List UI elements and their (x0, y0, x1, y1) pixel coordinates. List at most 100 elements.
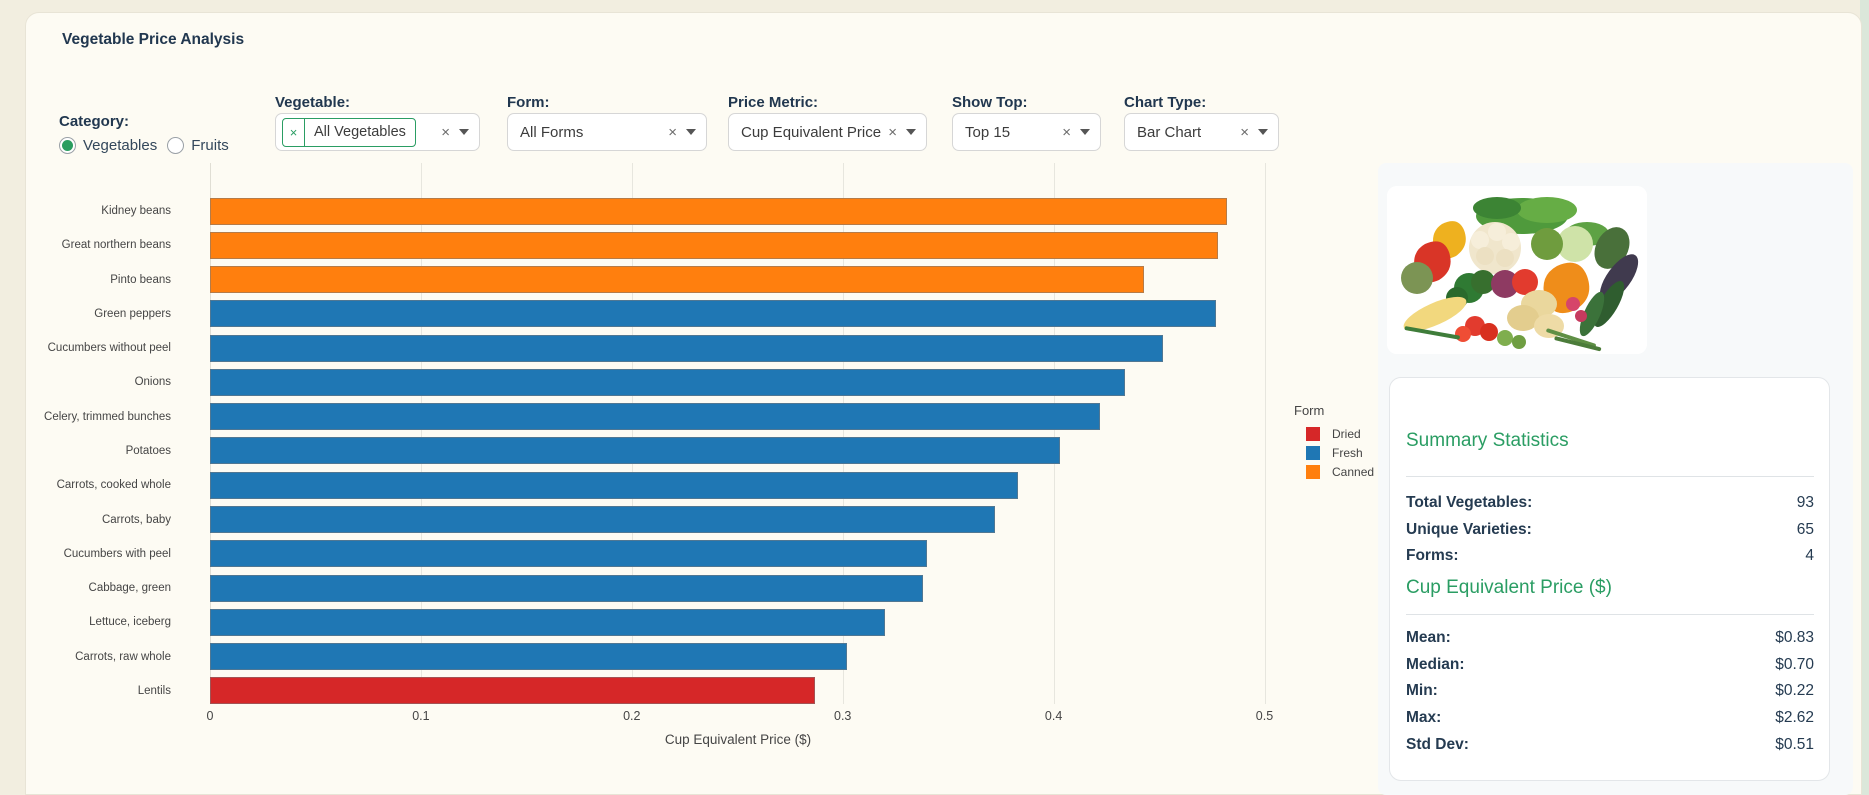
bar-label: Cucumbers without peel (47, 342, 171, 355)
bar[interactable] (210, 266, 1145, 294)
bar[interactable] (210, 608, 885, 636)
vegetables-photo (1387, 186, 1647, 354)
bar-label: Lentils (137, 684, 171, 697)
radio-label: Fruits (191, 137, 229, 154)
legend-item-canned[interactable]: Canned (1306, 465, 1374, 479)
stat-value: $0.83 (1775, 629, 1814, 646)
x-tick-label: 0 (206, 709, 214, 723)
gridline (1264, 163, 1266, 704)
bar[interactable] (210, 300, 1216, 328)
bar[interactable] (210, 506, 995, 534)
chevron-down-icon[interactable] (1258, 129, 1268, 135)
bar-label: Celery, trimmed bunches (44, 410, 171, 423)
price-metric-label: Price Metric: (728, 94, 819, 111)
bar-label: Carrots, cooked whole (56, 479, 171, 492)
legend-swatch (1306, 427, 1320, 441)
summary-heading: Summary Statistics (1406, 430, 1569, 451)
clear-icon[interactable]: × (1062, 123, 1071, 141)
stat-row: Min: $0.22 (1406, 682, 1814, 700)
bar-label: Onions (134, 376, 171, 389)
bar[interactable] (210, 231, 1219, 259)
chevron-down-icon[interactable] (686, 129, 696, 135)
legend-title: Form (1294, 403, 1325, 418)
clear-icon[interactable]: × (668, 123, 677, 141)
bar[interactable] (210, 437, 1060, 465)
stat-label: Unique Varieties: (1406, 520, 1532, 538)
bar-label: Lettuce, iceberg (89, 616, 171, 629)
legend-item-label: Dried (1332, 427, 1361, 441)
chart-legend: Form Dried Fresh Canned (1294, 403, 1374, 484)
show-top-select-value: Top 15 (965, 123, 1011, 141)
stat-label: Max: (1406, 709, 1442, 727)
radio-fruits[interactable]: Fruits (167, 137, 229, 154)
vegetable-chip-label: All Vegetables (314, 124, 406, 140)
chart-type-select[interactable]: Bar Chart × (1124, 113, 1279, 151)
bar-label: Pinto beans (110, 273, 171, 286)
radio-vegetables[interactable]: Vegetables (59, 137, 157, 154)
divider (1406, 614, 1814, 615)
bar[interactable] (210, 540, 928, 568)
show-top-label: Show Top: (952, 94, 1028, 111)
bar-label: Carrots, raw whole (75, 650, 171, 663)
price-metric-select[interactable]: Cup Equivalent Price × (728, 113, 927, 151)
bar-label: Great northern beans (61, 239, 171, 252)
bar-label: Cabbage, green (88, 582, 171, 595)
x-tick-label: 0.2 (623, 709, 641, 723)
x-tick-label: 0.1 (412, 709, 430, 723)
radio-label: Vegetables (83, 137, 158, 154)
stat-row: Total Vegetables: 93 (1406, 494, 1814, 512)
bar[interactable] (210, 368, 1126, 396)
radio-selected-icon[interactable] (59, 137, 76, 154)
stat-label: Forms: (1406, 547, 1459, 564)
bar[interactable] (210, 677, 816, 705)
clear-icon[interactable]: × (441, 123, 450, 141)
category-label: Category: (59, 113, 130, 130)
x-tick-label: 0.4 (1044, 709, 1063, 723)
price-metric-select-value: Cup Equivalent Price (741, 123, 882, 141)
page-background-strip (1860, 0, 1869, 795)
form-select[interactable]: All Forms × (507, 113, 707, 151)
clear-icon[interactable]: × (1240, 123, 1249, 141)
form-label: Form: (507, 94, 550, 111)
vegetable-select[interactable]: × All Vegetables × (275, 113, 480, 151)
chip-remove-icon[interactable]: × (283, 118, 305, 146)
x-tick-label: 0.3 (833, 709, 852, 723)
price-stats-heading: Cup Equivalent Price ($) (1406, 577, 1612, 598)
chevron-down-icon[interactable] (459, 129, 469, 135)
legend-swatch (1306, 465, 1320, 479)
vegetables-illustration (1387, 186, 1647, 354)
chart-type-label: Chart Type: (1124, 94, 1207, 111)
chevron-down-icon[interactable] (906, 129, 916, 135)
stat-row: Forms: 4 (1406, 547, 1814, 565)
page-title: Vegetable Price Analysis (62, 31, 245, 48)
radio-unselected-icon[interactable] (167, 137, 185, 154)
legend-item-fresh[interactable]: Fresh (1306, 446, 1374, 460)
bar[interactable] (210, 643, 847, 671)
bar[interactable] (210, 403, 1100, 431)
divider (1406, 476, 1814, 477)
stat-label: Min: (1406, 682, 1438, 700)
stat-value: $0.51 (1775, 735, 1814, 753)
stat-row: Std Dev: $0.51 (1406, 736, 1814, 754)
gridline (1053, 163, 1055, 704)
bar[interactable] (210, 574, 923, 602)
stat-value: $0.70 (1775, 655, 1814, 673)
stat-row: Median: $0.70 (1406, 656, 1814, 674)
clear-icon[interactable]: × (888, 123, 897, 141)
bar[interactable] (210, 197, 1227, 225)
show-top-select[interactable]: Top 15 × (952, 113, 1101, 151)
legend-item-dried[interactable]: Dried (1306, 427, 1374, 441)
bar[interactable] (210, 471, 1018, 499)
stat-label: Median: (1406, 655, 1465, 673)
legend-items: Dried Fresh Canned (1294, 427, 1374, 479)
stat-label: Total Vegetables: (1406, 494, 1533, 511)
chevron-down-icon[interactable] (1080, 129, 1090, 135)
chart-type-select-value: Bar Chart (1137, 123, 1202, 141)
bar[interactable] (210, 334, 1164, 362)
stat-value: 93 (1796, 494, 1814, 511)
bar-label: Carrots, baby (101, 513, 171, 526)
stat-row: Unique Varieties: 65 (1406, 521, 1814, 539)
stat-value: 4 (1805, 547, 1814, 564)
x-tick-label: 0.5 (1255, 709, 1274, 723)
